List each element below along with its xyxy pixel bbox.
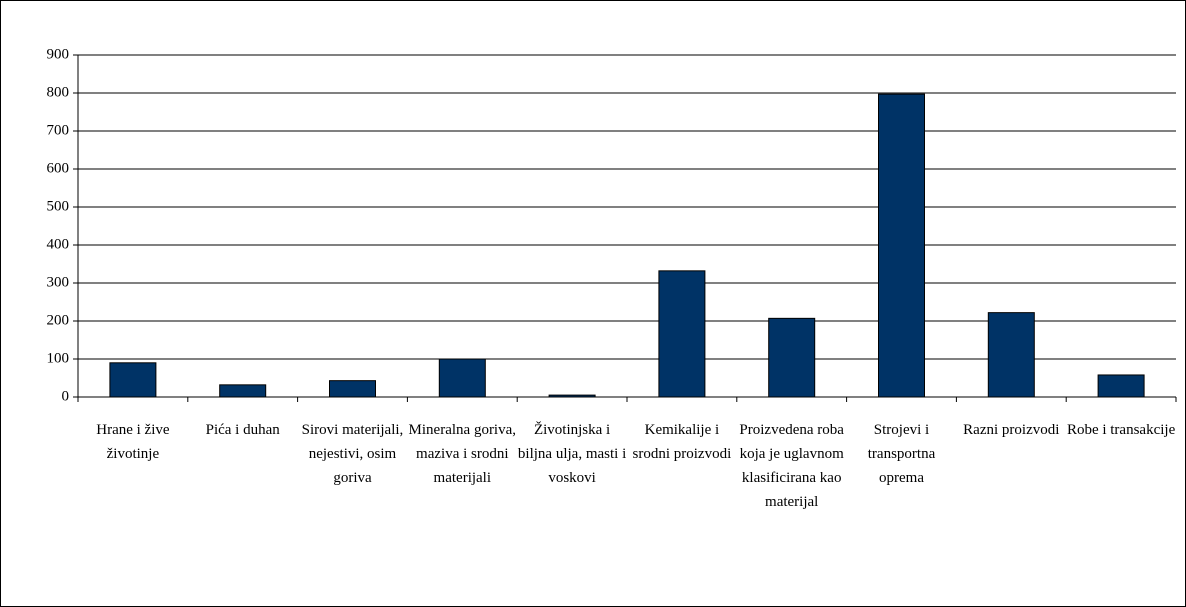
x-tick-label: Pića i duhan <box>205 422 280 438</box>
bar <box>548 394 596 398</box>
y-tick-label: 600 <box>47 160 70 176</box>
x-tick-label: Životinjska i biljna ulja, masti i vosko… <box>517 422 627 486</box>
bar <box>329 380 376 398</box>
y-tick-label: 800 <box>47 84 70 100</box>
bar <box>878 93 925 398</box>
y-tick-label: 700 <box>47 122 70 138</box>
bar <box>438 358 486 398</box>
x-tick-label: Hrane i žive životinje <box>96 422 170 462</box>
y-tick-label: 400 <box>47 236 70 252</box>
y-tick-label: 900 <box>47 46 70 62</box>
x-tick-label: Razni proizvodi <box>963 422 1060 438</box>
y-tick-label: 500 <box>47 198 70 214</box>
y-tick-label: 0 <box>62 388 70 404</box>
y-tick-label: 200 <box>47 312 70 328</box>
x-tick-label: Robe i transakcije <box>1066 422 1176 438</box>
x-tick-label: Strojevi i transportna oprema <box>867 422 936 486</box>
x-tick-label: Mineralna goriva, maziva i srodni materi… <box>408 422 517 486</box>
bar <box>768 317 816 398</box>
bar <box>987 312 1035 398</box>
y-tick-label: 300 <box>47 274 70 290</box>
bar <box>109 362 157 398</box>
y-tick-label: 100 <box>47 350 70 366</box>
x-tick-label: Proizvedena roba koja je uglavnom klasif… <box>739 422 844 510</box>
x-tick-label: Kemikalije i srodni proizvodi <box>632 422 732 462</box>
bar <box>219 384 267 398</box>
bar <box>1097 374 1145 398</box>
bar <box>658 270 706 398</box>
x-tick-label: Sirovi materijali, nejestivi, osim goriv… <box>301 422 404 486</box>
